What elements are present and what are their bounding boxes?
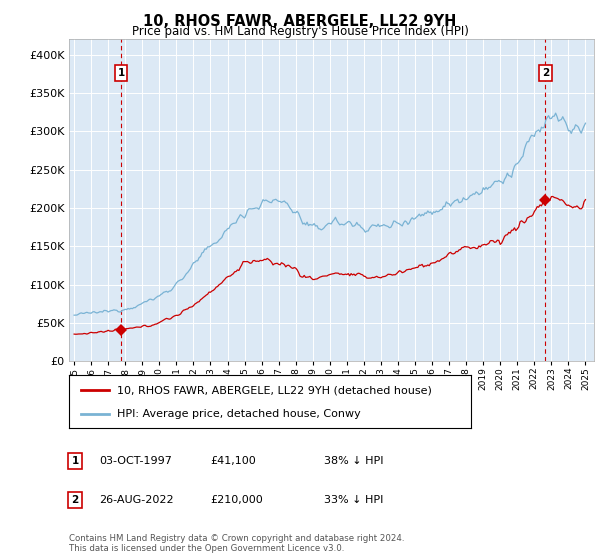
- Text: 03-OCT-1997: 03-OCT-1997: [99, 456, 172, 466]
- Text: 1: 1: [118, 68, 125, 78]
- Text: 26-AUG-2022: 26-AUG-2022: [99, 495, 173, 505]
- Text: 2: 2: [542, 68, 549, 78]
- Text: £210,000: £210,000: [210, 495, 263, 505]
- Text: Price paid vs. HM Land Registry's House Price Index (HPI): Price paid vs. HM Land Registry's House …: [131, 25, 469, 38]
- Text: 1: 1: [71, 456, 79, 466]
- Text: 10, RHOS FAWR, ABERGELE, LL22 9YH: 10, RHOS FAWR, ABERGELE, LL22 9YH: [143, 14, 457, 29]
- Text: 2: 2: [71, 495, 79, 505]
- Text: Contains HM Land Registry data © Crown copyright and database right 2024.
This d: Contains HM Land Registry data © Crown c…: [69, 534, 404, 553]
- Text: 10, RHOS FAWR, ABERGELE, LL22 9YH (detached house): 10, RHOS FAWR, ABERGELE, LL22 9YH (detac…: [117, 385, 432, 395]
- Text: 33% ↓ HPI: 33% ↓ HPI: [324, 495, 383, 505]
- Text: HPI: Average price, detached house, Conwy: HPI: Average price, detached house, Conw…: [117, 408, 361, 418]
- Text: 38% ↓ HPI: 38% ↓ HPI: [324, 456, 383, 466]
- Text: £41,100: £41,100: [210, 456, 256, 466]
